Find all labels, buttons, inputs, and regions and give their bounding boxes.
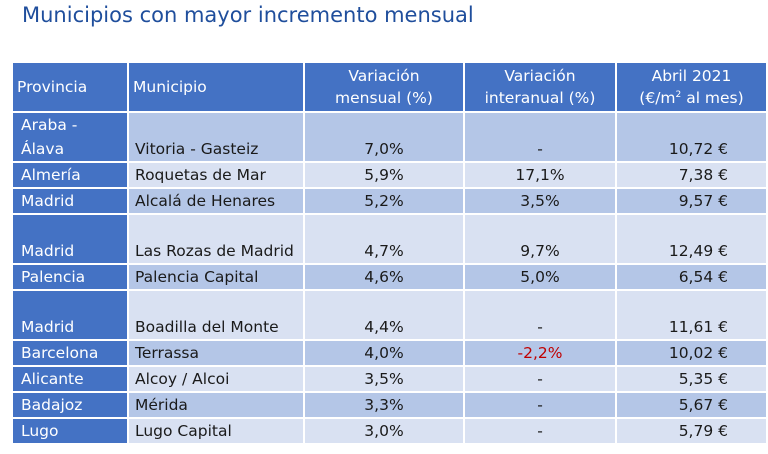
header-provincia: Provincia (13, 63, 127, 111)
page-title: Municipios con mayor incremento mensual (22, 3, 474, 27)
cell-municipio: Terrassa (129, 341, 303, 365)
header-abril-line2a: (€/m (639, 89, 676, 107)
cell-provincia: Barcelona (13, 341, 127, 365)
cell-interanual: - (465, 393, 615, 417)
cell-provincia: Madrid (13, 291, 127, 339)
cell-interanual: - (465, 291, 615, 339)
cell-precio: 9,57 € (617, 189, 766, 213)
cell-mensual: 4,7% (305, 215, 463, 263)
table-row: Araba - Álava Vitoria - Gasteiz 7,0% - 1… (13, 113, 766, 161)
table-row: Madrid Boadilla del Monte 4,4% - 11,61 € (13, 291, 766, 339)
cell-interanual: 5,0% (465, 265, 615, 289)
cell-precio: 6,54 € (617, 265, 766, 289)
cell-mensual: 5,2% (305, 189, 463, 213)
cell-municipio: Vitoria - Gasteiz (129, 113, 303, 161)
cell-municipio: Las Rozas de Madrid (129, 215, 303, 263)
header-variacion-mensual-line2: mensual (%) (335, 89, 433, 107)
header-abril-2021: Abril 2021 (€/m2 al mes) (617, 63, 766, 111)
cell-provincia: Lugo (13, 419, 127, 443)
cell-provincia: Almería (13, 163, 127, 187)
cell-provincia: Alicante (13, 367, 127, 391)
cell-interanual: 9,7% (465, 215, 615, 263)
cell-municipio: Roquetas de Mar (129, 163, 303, 187)
table-row: Badajoz Mérida 3,3% - 5,67 € (13, 393, 766, 417)
cell-interanual: 17,1% (465, 163, 615, 187)
cell-provincia: Araba - Álava (13, 113, 127, 161)
cell-provincia: Madrid (13, 189, 127, 213)
header-abril-sup: 2 (675, 89, 682, 100)
cell-municipio: Mérida (129, 393, 303, 417)
cell-precio: 5,79 € (617, 419, 766, 443)
cell-provincia: Madrid (13, 215, 127, 263)
cell-municipio: Alcalá de Henares (129, 189, 303, 213)
cell-municipio: Boadilla del Monte (129, 291, 303, 339)
cell-precio: 11,61 € (617, 291, 766, 339)
cell-precio: 5,35 € (617, 367, 766, 391)
header-abril-line2b: al mes) (681, 89, 744, 107)
cell-interanual: - (465, 113, 615, 161)
cell-municipio: Alcoy / Alcoi (129, 367, 303, 391)
header-abril-line1: Abril 2021 (651, 67, 732, 85)
cell-interanual: - (465, 367, 615, 391)
table-row: Almería Roquetas de Mar 5,9% 17,1% 7,38 … (13, 163, 766, 187)
cell-mensual: 7,0% (305, 113, 463, 161)
cell-mensual: 4,4% (305, 291, 463, 339)
cell-mensual: 3,5% (305, 367, 463, 391)
table-row: Lugo Lugo Capital 3,0% - 5,79 € (13, 419, 766, 443)
cell-interanual-negative: -2,2% (465, 341, 615, 365)
cell-interanual: - (465, 419, 615, 443)
cell-provincia: Badajoz (13, 393, 127, 417)
table-row: Madrid Alcalá de Henares 5,2% 3,5% 9,57 … (13, 189, 766, 213)
cell-municipio: Lugo Capital (129, 419, 303, 443)
data-table: Provincia Municipio Variación mensual (%… (11, 61, 768, 445)
cell-precio: 7,38 € (617, 163, 766, 187)
cell-municipio: Palencia Capital (129, 265, 303, 289)
cell-precio: 12,49 € (617, 215, 766, 263)
cell-mensual: 4,0% (305, 341, 463, 365)
header-variacion-interanual: Variación interanual (%) (465, 63, 615, 111)
table-header-row: Provincia Municipio Variación mensual (%… (13, 63, 766, 111)
header-variacion-interanual-line1: Variación (504, 67, 576, 85)
table-row: Barcelona Terrassa 4,0% -2,2% 10,02 € (13, 341, 766, 365)
cell-mensual: 3,0% (305, 419, 463, 443)
cell-mensual: 3,3% (305, 393, 463, 417)
cell-interanual: 3,5% (465, 189, 615, 213)
cell-precio: 10,02 € (617, 341, 766, 365)
table-row: Madrid Las Rozas de Madrid 4,7% 9,7% 12,… (13, 215, 766, 263)
cell-precio: 10,72 € (617, 113, 766, 161)
header-variacion-mensual: Variación mensual (%) (305, 63, 463, 111)
cell-provincia: Palencia (13, 265, 127, 289)
header-variacion-mensual-line1: Variación (348, 67, 420, 85)
header-variacion-interanual-line2: interanual (%) (484, 89, 596, 107)
table-row: Alicante Alcoy / Alcoi 3,5% - 5,35 € (13, 367, 766, 391)
cell-mensual: 4,6% (305, 265, 463, 289)
cell-precio: 5,67 € (617, 393, 766, 417)
header-municipio: Municipio (129, 63, 303, 111)
table-row: Palencia Palencia Capital 4,6% 5,0% 6,54… (13, 265, 766, 289)
cell-mensual: 5,9% (305, 163, 463, 187)
